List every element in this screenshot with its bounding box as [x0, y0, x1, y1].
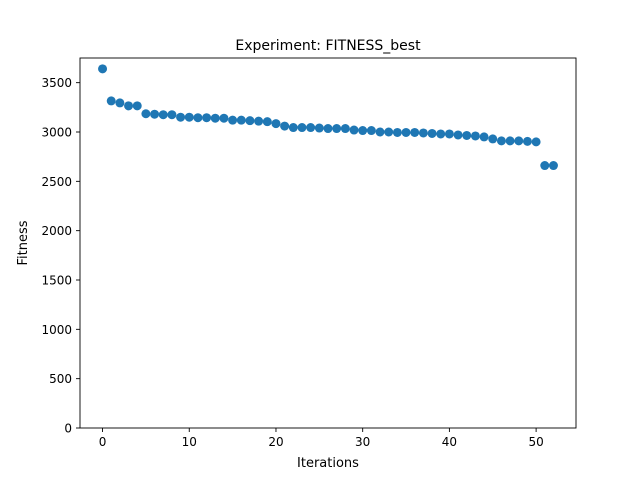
data-point	[314, 123, 324, 133]
plot-area-frame	[79, 57, 577, 429]
data-point	[340, 124, 350, 134]
y-tick-label: 3500	[41, 76, 72, 90]
data-point	[132, 101, 142, 111]
data-point	[418, 128, 428, 138]
data-point	[124, 101, 134, 111]
data-point	[401, 127, 411, 137]
data-point	[297, 123, 307, 133]
x-tick-label: 30	[355, 435, 370, 449]
data-point	[392, 127, 402, 137]
data-point	[280, 121, 290, 131]
data-point	[453, 130, 463, 140]
data-point	[193, 113, 203, 123]
data-point	[141, 109, 151, 119]
data-point	[479, 132, 489, 142]
data-point	[540, 161, 550, 171]
data-point	[115, 98, 125, 108]
y-tick-label: 0	[64, 422, 72, 436]
data-point	[349, 125, 359, 135]
data-point	[106, 96, 116, 106]
data-point	[444, 129, 454, 139]
data-point	[150, 109, 160, 119]
data-point	[254, 116, 264, 126]
data-point	[488, 134, 498, 144]
data-point	[531, 137, 541, 147]
y-tick-label: 3000	[41, 126, 72, 140]
data-point	[358, 126, 368, 136]
y-tick-label: 1500	[41, 274, 72, 288]
data-point	[98, 64, 108, 74]
x-tick-label: 0	[99, 435, 107, 449]
data-point	[470, 131, 480, 141]
data-point	[427, 128, 437, 138]
data-point	[219, 113, 229, 123]
y-tick-label: 2500	[41, 175, 72, 189]
data-point	[236, 115, 246, 125]
data-point	[167, 110, 177, 120]
x-tick-label: 40	[442, 435, 457, 449]
data-point	[496, 136, 506, 146]
x-tick-label: 10	[182, 435, 197, 449]
data-point	[184, 112, 194, 122]
y-tick-label: 1000	[41, 323, 72, 337]
data-point	[158, 110, 168, 120]
data-point	[548, 161, 558, 171]
chart-title: Experiment: FITNESS_best	[235, 38, 421, 54]
data-point	[522, 136, 532, 146]
x-tick-label: 20	[268, 435, 283, 449]
y-axis-ticks: 0 500 1000 1500 2000 2500 3000 3500	[41, 76, 80, 436]
data-point	[306, 123, 316, 133]
data-point	[384, 127, 394, 137]
data-point	[462, 130, 472, 140]
data-points	[98, 64, 558, 171]
data-point	[176, 112, 186, 122]
data-point	[436, 129, 446, 139]
x-axis-ticks: 0 10 20 30 40 50	[99, 428, 544, 449]
data-point	[375, 127, 385, 137]
y-tick-label: 500	[49, 372, 72, 386]
data-point	[245, 116, 255, 126]
data-point	[210, 113, 220, 123]
data-point	[505, 136, 515, 146]
x-tick-label: 50	[528, 435, 543, 449]
data-point	[323, 124, 333, 134]
data-point	[514, 136, 524, 146]
x-axis-label: Iterations	[297, 456, 359, 471]
data-point	[366, 126, 376, 136]
data-point	[228, 115, 238, 125]
data-point	[271, 119, 281, 129]
y-axis-label: Fitness	[16, 220, 31, 265]
data-point	[202, 113, 212, 123]
data-point	[332, 124, 342, 134]
data-point	[288, 123, 298, 133]
data-point	[262, 117, 272, 127]
data-point	[410, 127, 420, 137]
y-tick-label: 2000	[41, 224, 72, 238]
